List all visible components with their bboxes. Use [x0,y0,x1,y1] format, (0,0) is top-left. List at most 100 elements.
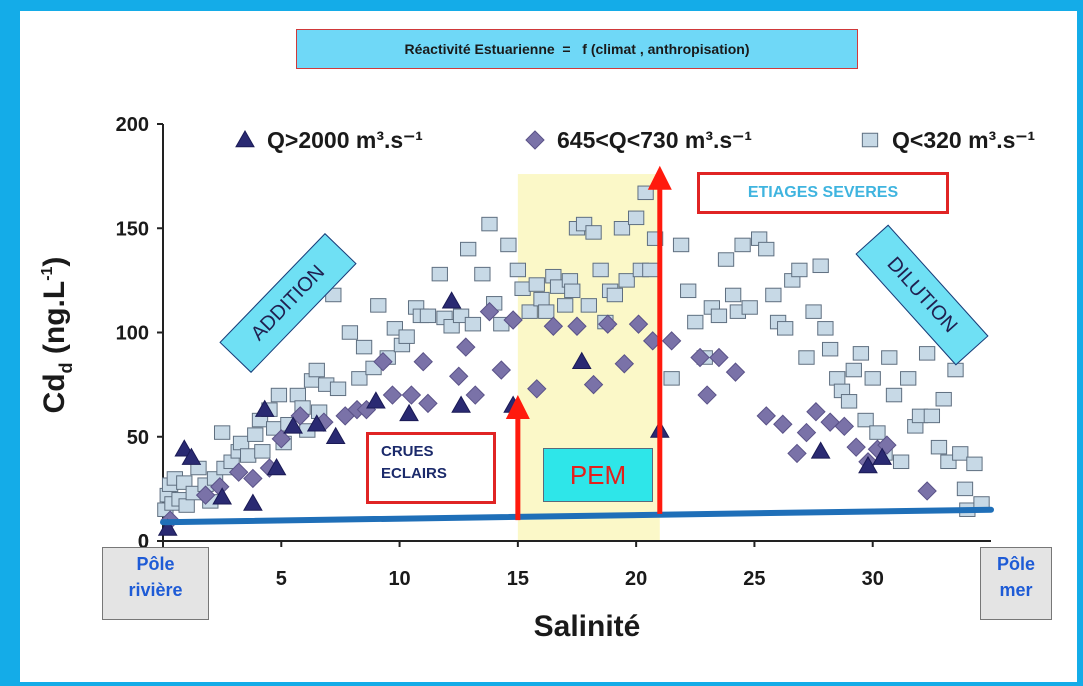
data-point-triangle [157,518,178,536]
data-point-diamond [413,351,433,372]
data-point-square [398,329,415,344]
data-point-diamond [567,316,587,336]
data-point-square [355,339,373,355]
data-point-square [777,321,794,336]
data-point-square [585,225,602,240]
data-point-triangle [306,414,327,432]
data-point-diamond [834,416,855,437]
data-point-square [892,454,910,470]
data-point-diamond [456,337,476,357]
data-point-square [765,287,782,303]
data-point-square [857,412,874,428]
data-point-triangle [283,416,303,434]
data-point-square [564,283,581,299]
y-tick-label: 100 [116,323,149,345]
data-point-square [351,371,368,386]
data-point-square [533,291,550,307]
data-point-triangle [441,291,462,309]
crues-line1: CRUES [381,443,434,460]
legend-marker-diamond [525,130,545,150]
arrows [505,165,672,521]
pole-riviere-line2: rivière [128,580,183,600]
data-point-square [481,216,498,232]
data-point-square [308,362,325,378]
data-point-triangle [174,439,195,457]
data-point-square [821,341,839,357]
data-point-square [680,283,697,299]
data-point-diamond [271,429,291,449]
x-tick-label: 25 [743,568,765,590]
data-point-triangle [399,403,419,422]
data-point-square [791,262,808,278]
y-tick-label: 150 [116,218,149,240]
data-point-diamond [846,437,866,457]
origin-label: 0 [138,531,149,553]
data-point-diamond [479,301,500,322]
data-point-square [710,308,728,324]
data-point-square [845,362,862,378]
data-point-square [900,371,917,386]
data-point-square [464,316,482,332]
data-point-diamond [290,406,310,426]
data-point-diamond [709,347,729,368]
slide-title: Réactivité Estuarienne = f (climat , ant… [296,29,858,69]
legend-label: 645<Q<730 m³.s⁻¹ [557,127,752,153]
data-point-triangle [254,399,275,417]
data-point-square [687,314,704,330]
data-point-square [232,435,250,451]
data-point-square [918,346,936,361]
data-point-square [178,498,195,513]
data-point-square [812,258,829,274]
data-point-diamond [503,310,523,330]
data-point-diamond [806,402,826,422]
legend-label: Q<320 m³.s⁻¹ [892,127,1035,153]
data-point-diamond [382,385,403,405]
data-point-triangle [451,395,471,413]
data-point-diamond [465,385,485,405]
data-point-diamond [725,362,746,382]
data-point-square [817,321,834,336]
data-point-square [474,266,491,282]
data-point-square [247,427,264,442]
data-point-square [419,308,437,324]
data-point-diamond [628,314,649,334]
data-point-square [923,408,941,424]
data-point-diamond [491,360,512,380]
y-tick-label: 200 [116,114,149,136]
data-point-square [270,387,288,403]
data-point-square [329,381,347,397]
legend-label: Q>2000 m³.s⁻¹ [267,127,423,153]
data-point-square [952,446,969,461]
data-point-square [431,266,448,282]
data-point-square [663,371,680,386]
data-point-square [717,252,735,267]
data-point-square [370,298,387,313]
data-point-square [852,346,870,361]
data-point-diamond [773,414,793,434]
data-point-square [741,300,758,315]
red-arrow-head [505,395,530,420]
data-point-diamond [195,485,216,505]
x-tick-label: 20 [625,568,647,590]
data-point-square [606,287,624,303]
data-point-square [618,273,635,288]
y-axis-label: Cdd (ng.L-1) [38,257,76,414]
data-point-square [864,371,881,386]
data-point-diamond [756,406,776,426]
data-point-square [254,444,271,459]
data-point-square [538,304,555,319]
pem-label: PEM [543,448,653,502]
data-point-triangle [243,493,263,511]
data-point-square [930,439,948,455]
data-point-square [956,481,974,497]
legend-marker-triangle [235,129,255,148]
data-point-square [500,237,517,253]
data-point-diamond [661,331,682,351]
data-point-diamond [820,412,840,432]
data-point-diamond [418,393,438,414]
data-point-diamond [527,379,547,399]
y-tick-label: 0 [138,531,149,553]
crues-eclairs-box: CRUES ECLAIRS [366,432,496,504]
